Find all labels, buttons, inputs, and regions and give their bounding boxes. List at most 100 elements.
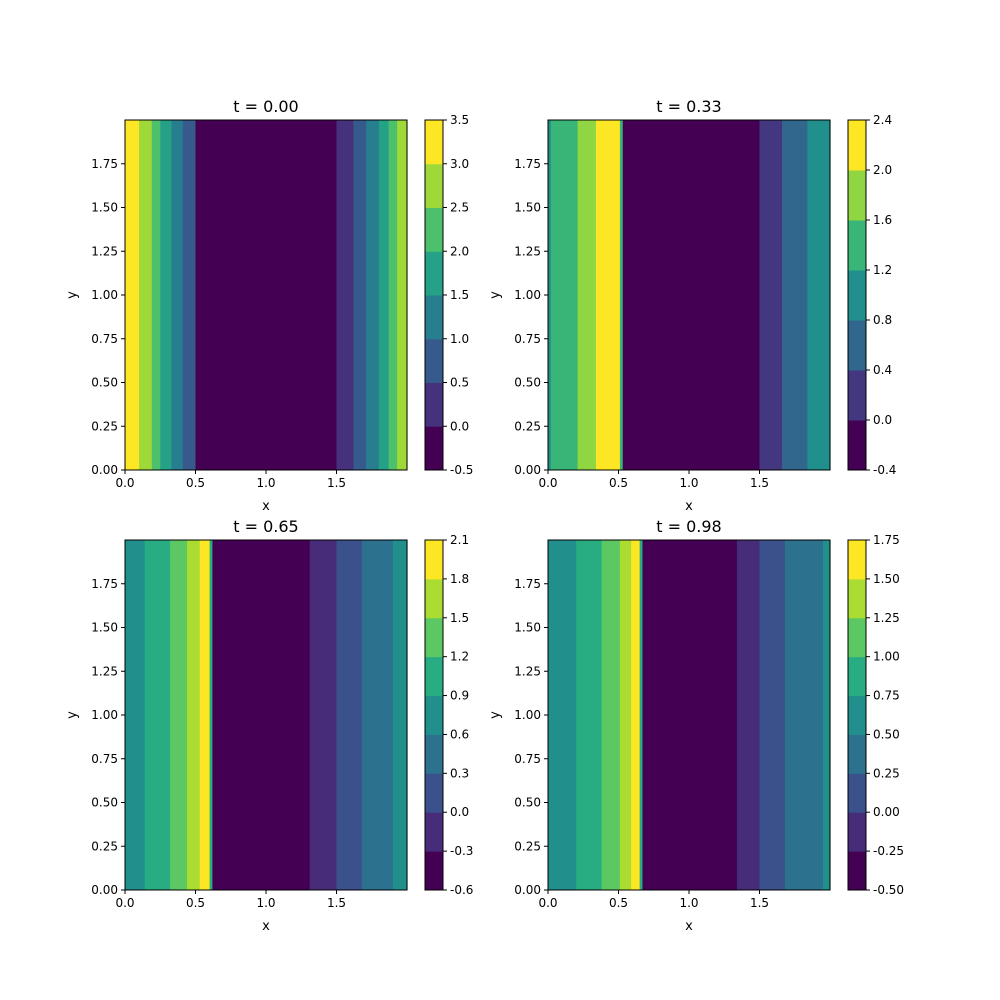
x-tick-label: 1.0 bbox=[679, 476, 698, 490]
contour-band bbox=[392, 540, 408, 890]
subplot-title: t = 0.33 bbox=[656, 97, 721, 116]
contour-band bbox=[577, 120, 597, 470]
colorbar-level bbox=[425, 617, 443, 658]
colorbar-tick-label: 1.5 bbox=[450, 288, 469, 302]
x-tick-label: 1.5 bbox=[327, 896, 346, 910]
x-axis-label: x bbox=[262, 499, 270, 514]
y-tick-label: 0.75 bbox=[514, 752, 541, 766]
colorbar-level bbox=[425, 426, 443, 471]
x-tick-label: 1.5 bbox=[750, 896, 769, 910]
contour-band bbox=[550, 120, 579, 470]
y-tick-label: 1.25 bbox=[514, 664, 541, 678]
colorbar-tick-label: 3.0 bbox=[450, 157, 469, 171]
y-tick-label: 0.00 bbox=[91, 463, 118, 477]
colorbar-level bbox=[425, 120, 443, 165]
subplot-1: t = 0.00 0.0 0.5 1.0 1.5 x 0.00 0.25 0.50 0.75 1.0… bbox=[65, 97, 473, 514]
contour-band bbox=[353, 120, 367, 470]
colorbar-tick-label: 0.8 bbox=[873, 313, 892, 327]
colorbar-level bbox=[425, 578, 443, 619]
colorbar-level bbox=[425, 382, 443, 427]
colorbar-tick-label: 0.0 bbox=[450, 419, 469, 433]
contour-band bbox=[548, 540, 577, 890]
colorbar-level bbox=[848, 617, 866, 658]
contour-band bbox=[759, 540, 786, 890]
colorbar-tick-label: 0.25 bbox=[873, 766, 900, 780]
y-tick-label: 1.25 bbox=[514, 244, 541, 258]
y-tick-label: 1.50 bbox=[514, 621, 541, 635]
x-tick-label: 0.5 bbox=[186, 896, 205, 910]
colorbar-level bbox=[425, 734, 443, 774]
colorbar-tick-label: 0.0 bbox=[873, 413, 892, 427]
contour-band bbox=[595, 120, 621, 470]
contour-band bbox=[631, 540, 641, 890]
colorbar-level bbox=[848, 220, 866, 271]
y-tick-label: 1.75 bbox=[91, 577, 118, 591]
x-tick-label: 0.0 bbox=[538, 476, 557, 490]
colorbar-tick-label: 2.4 bbox=[873, 113, 892, 127]
contour-band bbox=[548, 120, 552, 470]
colorbar-tick-label: 0.50 bbox=[873, 727, 900, 741]
colorbar-tick-label: 1.2 bbox=[873, 263, 892, 277]
colorbar-tick-label: 0.4 bbox=[873, 363, 892, 377]
colorbar-tick-label: 2.0 bbox=[450, 244, 469, 258]
x-tick-label: 1.5 bbox=[750, 476, 769, 490]
y-tick-label: 0.00 bbox=[91, 883, 118, 897]
y-tick-label: 1.50 bbox=[91, 621, 118, 635]
subplot-3: t = 0.65 0.0 0.5 1.0 1.5 x 0.00 0.25 0.50 0.75 1.0… bbox=[65, 517, 473, 934]
contour-band bbox=[822, 540, 831, 890]
y-tick-label: 1.00 bbox=[514, 708, 541, 722]
y-tick-label: 1.75 bbox=[514, 157, 541, 171]
y-tick-label: 0.50 bbox=[91, 376, 118, 390]
contour-band bbox=[151, 120, 161, 470]
colorbar-tick-label: 0.75 bbox=[873, 689, 900, 703]
colorbar-tick-label: 1.5 bbox=[450, 611, 469, 625]
colorbar-tick-label: -0.3 bbox=[450, 844, 473, 858]
colorbar-level bbox=[425, 812, 443, 852]
y-axis-label: y bbox=[488, 711, 503, 719]
y-tick-label: 1.75 bbox=[514, 577, 541, 591]
colorbar-level bbox=[848, 851, 866, 891]
colorbar-tick-label: 1.6 bbox=[873, 213, 892, 227]
x-tick-label: 0.0 bbox=[115, 896, 134, 910]
colorbar-level bbox=[425, 695, 443, 735]
colorbar-tick-label: 0.9 bbox=[450, 689, 469, 703]
colorbar-level bbox=[425, 338, 443, 383]
contour-band bbox=[759, 120, 783, 470]
x-axis-label: x bbox=[685, 919, 693, 934]
y-tick-label: 1.00 bbox=[91, 708, 118, 722]
contour-band bbox=[125, 540, 146, 890]
contour-band bbox=[736, 540, 761, 890]
colorbar-frame bbox=[847, 539, 867, 891]
contour-band bbox=[807, 120, 831, 470]
y-tick-label: 0.00 bbox=[514, 883, 541, 897]
colorbar-tick-label: 1.2 bbox=[450, 650, 469, 664]
contour-band bbox=[619, 120, 624, 470]
contour-band bbox=[170, 540, 188, 890]
colorbar-level bbox=[848, 170, 866, 221]
contour-band bbox=[378, 120, 390, 470]
contour-band bbox=[619, 540, 632, 890]
colorbar-tick-label: -0.4 bbox=[873, 463, 896, 477]
x-axis-label: x bbox=[262, 919, 270, 934]
colorbar-tick-label: 1.25 bbox=[873, 611, 900, 625]
contour-band bbox=[209, 540, 214, 890]
subplot-title: t = 0.00 bbox=[233, 97, 298, 116]
contour-band bbox=[212, 540, 311, 890]
contour-band bbox=[171, 120, 184, 470]
subplot-title: t = 0.65 bbox=[233, 517, 298, 536]
colorbar-tick-label: 3.5 bbox=[450, 113, 469, 127]
y-tick-label: 0.00 bbox=[514, 463, 541, 477]
contour-band bbox=[199, 540, 211, 890]
colorbar-level bbox=[425, 163, 443, 208]
contour-band bbox=[125, 120, 140, 470]
y-tick-label: 1.50 bbox=[91, 201, 118, 215]
y-tick-label: 1.00 bbox=[91, 288, 118, 302]
contour-band bbox=[622, 120, 761, 470]
contour-band bbox=[397, 120, 408, 470]
colorbar-level bbox=[425, 851, 443, 891]
contour-band bbox=[187, 540, 201, 890]
contour-band bbox=[782, 120, 809, 470]
colorbar-tick-label: -0.5 bbox=[450, 463, 473, 477]
x-tick-label: 0.0 bbox=[538, 896, 557, 910]
